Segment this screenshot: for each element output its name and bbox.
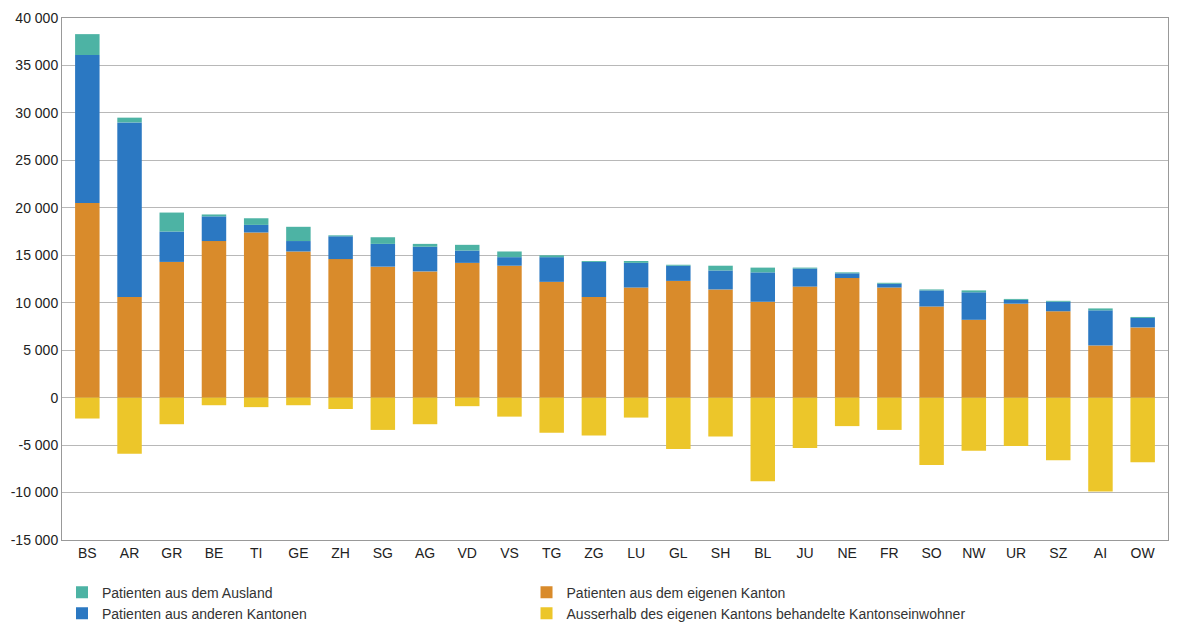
svg-text:Patienten aus dem Ausland: Patienten aus dem Ausland bbox=[102, 585, 272, 601]
svg-text:ZH: ZH bbox=[331, 545, 350, 561]
svg-text:TG: TG bbox=[542, 545, 561, 561]
svg-text:GR: GR bbox=[161, 545, 182, 561]
svg-text:OW: OW bbox=[1131, 545, 1156, 561]
svg-text:40 000: 40 000 bbox=[15, 10, 58, 26]
svg-text:GL: GL bbox=[669, 545, 688, 561]
svg-text:-5 000: -5 000 bbox=[18, 437, 58, 453]
svg-text:-10 000: -10 000 bbox=[11, 484, 59, 500]
svg-text:AR: AR bbox=[120, 545, 139, 561]
svg-text:SG: SG bbox=[373, 545, 393, 561]
svg-text:GE: GE bbox=[288, 545, 308, 561]
svg-text:20 000: 20 000 bbox=[15, 200, 58, 216]
svg-text:NE: NE bbox=[837, 545, 856, 561]
svg-text:Patienten aus dem eigenen Kant: Patienten aus dem eigenen Kanton bbox=[567, 585, 786, 601]
svg-text:SZ: SZ bbox=[1049, 545, 1067, 561]
svg-text:NW: NW bbox=[962, 545, 986, 561]
svg-text:SH: SH bbox=[711, 545, 730, 561]
svg-text:FR: FR bbox=[880, 545, 899, 561]
svg-text:BL: BL bbox=[754, 545, 771, 561]
svg-text:VD: VD bbox=[458, 545, 477, 561]
svg-text:0: 0 bbox=[50, 390, 58, 406]
svg-text:10 000: 10 000 bbox=[15, 295, 58, 311]
svg-text:TI: TI bbox=[250, 545, 262, 561]
svg-text:-15 000: -15 000 bbox=[11, 532, 59, 548]
svg-text:Ausserhalb des eigenen Kantons: Ausserhalb des eigenen Kantons behandelt… bbox=[567, 606, 966, 622]
svg-text:UR: UR bbox=[1006, 545, 1026, 561]
svg-text:ZG: ZG bbox=[584, 545, 603, 561]
svg-text:15 000: 15 000 bbox=[15, 247, 58, 263]
svg-text:35 000: 35 000 bbox=[15, 57, 58, 73]
svg-text:30 000: 30 000 bbox=[15, 105, 58, 121]
svg-text:Patienten aus anderen Kantonen: Patienten aus anderen Kantonen bbox=[102, 606, 307, 622]
svg-text:JU: JU bbox=[796, 545, 813, 561]
svg-text:AG: AG bbox=[415, 545, 435, 561]
svg-text:LU: LU bbox=[627, 545, 645, 561]
svg-text:25 000: 25 000 bbox=[15, 152, 58, 168]
svg-text:BS: BS bbox=[78, 545, 97, 561]
svg-text:BE: BE bbox=[205, 545, 224, 561]
svg-text:5 000: 5 000 bbox=[23, 342, 58, 358]
svg-text:VS: VS bbox=[500, 545, 519, 561]
svg-text:AI: AI bbox=[1094, 545, 1107, 561]
svg-text:SO: SO bbox=[921, 545, 941, 561]
